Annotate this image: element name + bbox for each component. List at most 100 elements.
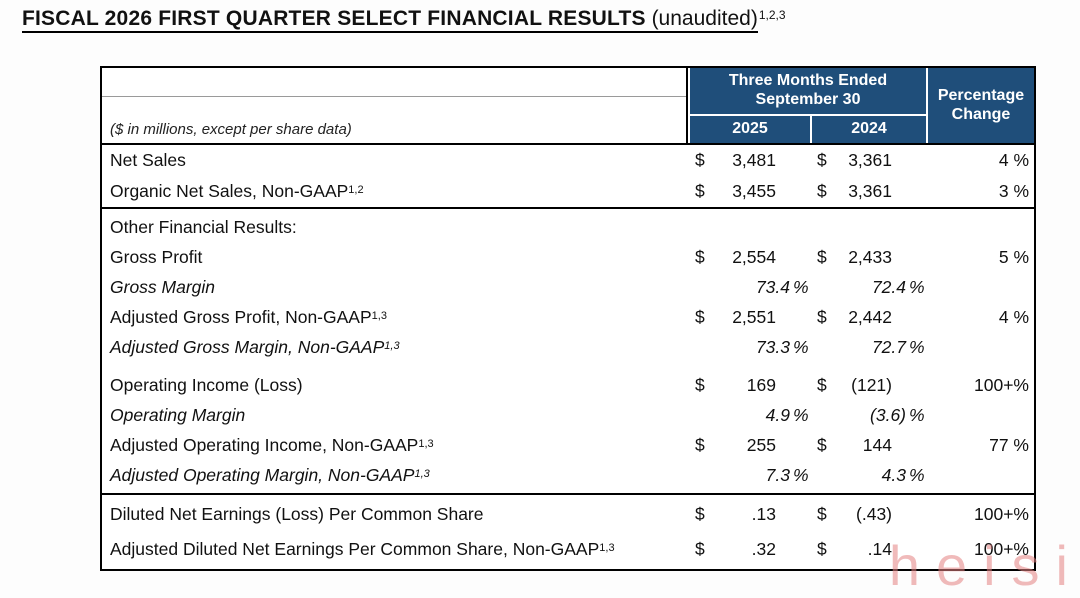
table-row: Adjusted Operating Income, Non-GAAP1,3 $… [102, 430, 1034, 460]
value-2025: .32 [751, 539, 776, 559]
row-label: Gross Margin [110, 276, 216, 297]
value-2024: 3,361 [848, 150, 892, 170]
percent-sign-2024: % [909, 276, 925, 297]
value-2024: (121) [851, 374, 892, 395]
percent-sign-2025: % [793, 464, 809, 485]
value-2024: (3.6) [870, 404, 906, 425]
currency-symbol-2024: $ [817, 374, 827, 395]
period-header-line1: Three Months Ended [728, 72, 888, 90]
page-title-main: FISCAL 2026 FIRST QUARTER SELECT FINANCI… [22, 7, 646, 30]
value-2025: 2,551 [732, 306, 776, 327]
percent-sign-2025: % [793, 276, 809, 297]
year-header-row: 2025 2024 [690, 116, 926, 143]
currency-symbol-2025: $ [695, 434, 705, 455]
value-2024: (.43) [856, 504, 892, 524]
row-spacer [102, 362, 1034, 370]
value-2025: 3,481 [732, 150, 776, 170]
currency-symbol-2025: $ [695, 150, 705, 170]
value-2025: 7.3 [765, 464, 790, 485]
value-2024: 72.4 [871, 276, 906, 297]
currency-symbol-2025: $ [695, 374, 705, 395]
page-title-unaudited: (unaudited) [645, 7, 758, 30]
currency-symbol-2024: $ [817, 434, 827, 455]
row-label: Operating Margin [110, 404, 246, 425]
table-row: Diluted Net Earnings (Loss) Per Common S… [102, 497, 1034, 532]
percentage-change-value: 100+% [974, 539, 1029, 559]
value-2024: 144 [862, 434, 892, 455]
results-table: ($ in millions, except per share data) T… [100, 66, 1036, 571]
row-label: Other Financial Results: [110, 216, 297, 237]
percentage-change-line2: Change [951, 105, 1011, 123]
table-row: Gross Profit $ 2,554 $ 2,433 5 % [102, 242, 1034, 272]
value-2025: 255 [746, 434, 776, 455]
row-label: Net Sales [110, 150, 186, 170]
percentage-change-header-wrap: Percentage Change [926, 68, 1034, 143]
percentage-change-value: 100+% [974, 504, 1029, 524]
table-row: Operating Margin 4.9 % (3.6) % [102, 400, 1034, 430]
table-section: Diluted Net Earnings (Loss) Per Common S… [102, 493, 1034, 569]
period-header-group: Three Months Ended September 30 2025 202… [688, 68, 926, 143]
table-row: Adjusted Gross Margin, Non-GAAP1,3 73.3 … [102, 332, 1034, 362]
table-row: Operating Income (Loss) $ 169 $ (121) 10… [102, 370, 1034, 400]
currency-symbol-2025: $ [695, 504, 705, 524]
table-row: Adjusted Diluted Net Earnings Per Common… [102, 532, 1034, 567]
title-footnote-superscript: 1,2,3 [758, 8, 786, 22]
row-label: Organic Net Sales, Non-GAAP1,2 [110, 181, 364, 201]
currency-symbol-2024: $ [817, 246, 827, 267]
percentage-change-value: 77 % [989, 434, 1029, 455]
table-row: Organic Net Sales, Non-GAAP1,2 $ 3,455 $… [102, 176, 1034, 207]
table-section: Net Sales $ 3,481 $ 3,361 4 % Organic Ne… [102, 145, 1034, 207]
percent-sign-2024: % [909, 404, 925, 425]
row-label: Adjusted Operating Income, Non-GAAP1,3 [110, 434, 434, 455]
percent-sign-2025: % [793, 404, 809, 425]
row-label: Adjusted Diluted Net Earnings Per Common… [110, 539, 615, 559]
row-label: Adjusted Gross Profit, Non-GAAP1,3 [110, 306, 387, 327]
table-body: Net Sales $ 3,481 $ 3,361 4 % Organic Ne… [102, 145, 1034, 569]
value-2024: 2,442 [848, 306, 892, 327]
table-row: Gross Margin 73.4 % 72.4 % [102, 272, 1034, 302]
value-2025: 2,554 [732, 246, 776, 267]
percentage-change-line1: Percentage [937, 86, 1025, 104]
table-section: Other Financial Results: Gross Profit $ … [102, 207, 1034, 493]
percentage-change-value: 3 % [998, 181, 1029, 201]
table-row: Net Sales $ 3,481 $ 3,361 4 % [102, 145, 1034, 176]
page-title: FISCAL 2026 FIRST QUARTER SELECT FINANCI… [22, 7, 786, 33]
value-2024: .14 [867, 539, 892, 559]
currency-symbol-2024: $ [817, 150, 827, 170]
period-header-line2: September 30 [755, 91, 861, 108]
percent-sign-2025: % [793, 336, 809, 357]
currency-symbol-2025: $ [695, 539, 705, 559]
table-row: Adjusted Operating Margin, Non-GAAP1,3 7… [102, 460, 1034, 490]
year-2025-header: 2025 [690, 116, 810, 143]
percentage-change-value: 4 % [998, 306, 1029, 327]
currency-symbol-2024: $ [817, 539, 827, 559]
value-2024: 4.3 [881, 464, 906, 485]
currency-symbol-2024: $ [817, 181, 827, 201]
value-2025: 3,455 [732, 181, 776, 201]
units-note: ($ in millions, except per share data) [110, 121, 352, 138]
units-note-cell: ($ in millions, except per share data) [102, 68, 688, 143]
percent-sign-2024: % [909, 336, 925, 357]
percentage-change-value: 4 % [998, 150, 1029, 170]
value-2025: 4.9 [765, 404, 790, 425]
percentage-change-value: 100+% [974, 374, 1029, 395]
year-2024-header: 2024 [812, 116, 926, 143]
value-2025: .13 [751, 504, 776, 524]
value-2025: 73.3 [755, 336, 790, 357]
row-label: Gross Profit [110, 246, 203, 267]
value-2024: 2,433 [848, 246, 892, 267]
percent-sign-2024: % [909, 464, 925, 485]
row-label: Operating Income (Loss) [110, 374, 303, 395]
table-row: Other Financial Results: [102, 212, 1034, 242]
currency-symbol-2025: $ [695, 246, 705, 267]
currency-symbol-2025: $ [695, 306, 705, 327]
row-label: Adjusted Operating Margin, Non-GAAP1,3 [110, 464, 430, 485]
table-row: Adjusted Gross Profit, Non-GAAP1,3 $ 2,5… [102, 302, 1034, 332]
period-header-cell: Three Months Ended September 30 [690, 68, 926, 114]
currency-symbol-2024: $ [817, 504, 827, 524]
value-2025: 73.4 [755, 276, 790, 297]
row-label: Diluted Net Earnings (Loss) Per Common S… [110, 504, 484, 524]
value-2024: 72.7 [871, 336, 906, 357]
value-2025: 169 [746, 374, 776, 395]
currency-symbol-2025: $ [695, 181, 705, 201]
